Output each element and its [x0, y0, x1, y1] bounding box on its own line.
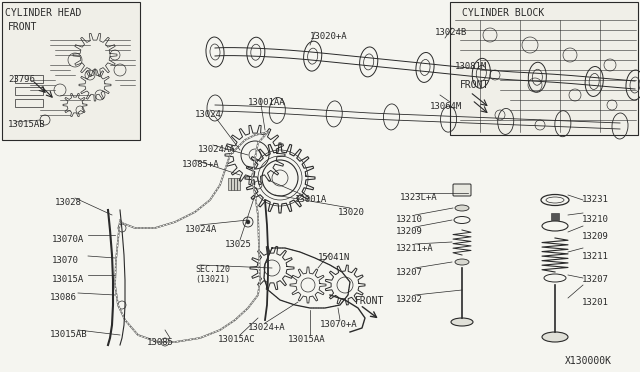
Text: 13211: 13211 — [582, 252, 609, 261]
Text: 13210: 13210 — [396, 215, 423, 224]
Text: FRONT: FRONT — [355, 296, 385, 306]
Ellipse shape — [455, 259, 469, 265]
Circle shape — [246, 220, 250, 224]
Text: 1323L+A: 1323L+A — [400, 193, 438, 202]
Bar — [237, 178, 240, 190]
Ellipse shape — [451, 318, 473, 326]
Text: 13210: 13210 — [582, 215, 609, 224]
Text: 13024+A: 13024+A — [248, 323, 285, 332]
Text: SEC.120
(13021): SEC.120 (13021) — [195, 265, 230, 285]
Text: CYLINDER BLOCK: CYLINDER BLOCK — [462, 8, 544, 18]
Bar — [15, 99, 43, 107]
Text: 13024: 13024 — [195, 110, 222, 119]
Text: FRONT: FRONT — [460, 80, 490, 90]
Text: 13025: 13025 — [225, 240, 252, 249]
Ellipse shape — [542, 332, 568, 342]
Text: 13024A: 13024A — [185, 225, 217, 234]
Bar — [2, 2, 140, 140]
Text: 13064M: 13064M — [430, 102, 462, 111]
Text: 13015AB: 13015AB — [8, 120, 45, 129]
Text: 13086: 13086 — [50, 293, 77, 302]
Text: 13020+A: 13020+A — [310, 32, 348, 41]
Text: 13202: 13202 — [396, 295, 423, 304]
Ellipse shape — [455, 205, 469, 211]
Text: 13207: 13207 — [396, 268, 423, 277]
Text: 13015AB: 13015AB — [50, 330, 88, 339]
Text: 13015AC: 13015AC — [218, 335, 255, 344]
Text: 13015A: 13015A — [52, 275, 84, 284]
Bar — [15, 75, 43, 83]
Text: 13070A: 13070A — [52, 235, 84, 244]
Text: CYLINDER HEAD: CYLINDER HEAD — [5, 8, 81, 18]
Text: FRONT: FRONT — [8, 22, 37, 32]
Text: 13085: 13085 — [147, 338, 174, 347]
Bar — [231, 178, 234, 190]
Bar — [234, 178, 237, 190]
Text: 13028: 13028 — [55, 198, 82, 207]
Text: 13209: 13209 — [396, 227, 423, 236]
Text: 13207: 13207 — [582, 275, 609, 284]
Text: 23796: 23796 — [8, 75, 35, 84]
Text: 13070+A: 13070+A — [320, 320, 358, 329]
Text: 13024B: 13024B — [435, 28, 467, 37]
Bar — [15, 87, 43, 95]
Text: 13001A: 13001A — [295, 195, 327, 204]
Text: 15041N: 15041N — [318, 253, 350, 262]
Text: 13024AA: 13024AA — [198, 145, 236, 154]
Text: 13081M: 13081M — [455, 62, 487, 71]
Text: 13231: 13231 — [582, 195, 609, 204]
Bar — [450, 2, 638, 135]
Text: 13201: 13201 — [582, 298, 609, 307]
Bar — [228, 178, 231, 190]
Text: 13211+A: 13211+A — [396, 244, 434, 253]
Text: X130000K: X130000K — [565, 356, 612, 366]
Text: 13015AA: 13015AA — [288, 335, 326, 344]
Text: 13070: 13070 — [52, 256, 79, 265]
Text: 13001AA: 13001AA — [248, 98, 285, 107]
Bar — [551, 213, 559, 220]
Text: 13020: 13020 — [338, 208, 365, 217]
Text: 13085+A: 13085+A — [182, 160, 220, 169]
FancyBboxPatch shape — [453, 184, 471, 196]
Text: 13209: 13209 — [582, 232, 609, 241]
